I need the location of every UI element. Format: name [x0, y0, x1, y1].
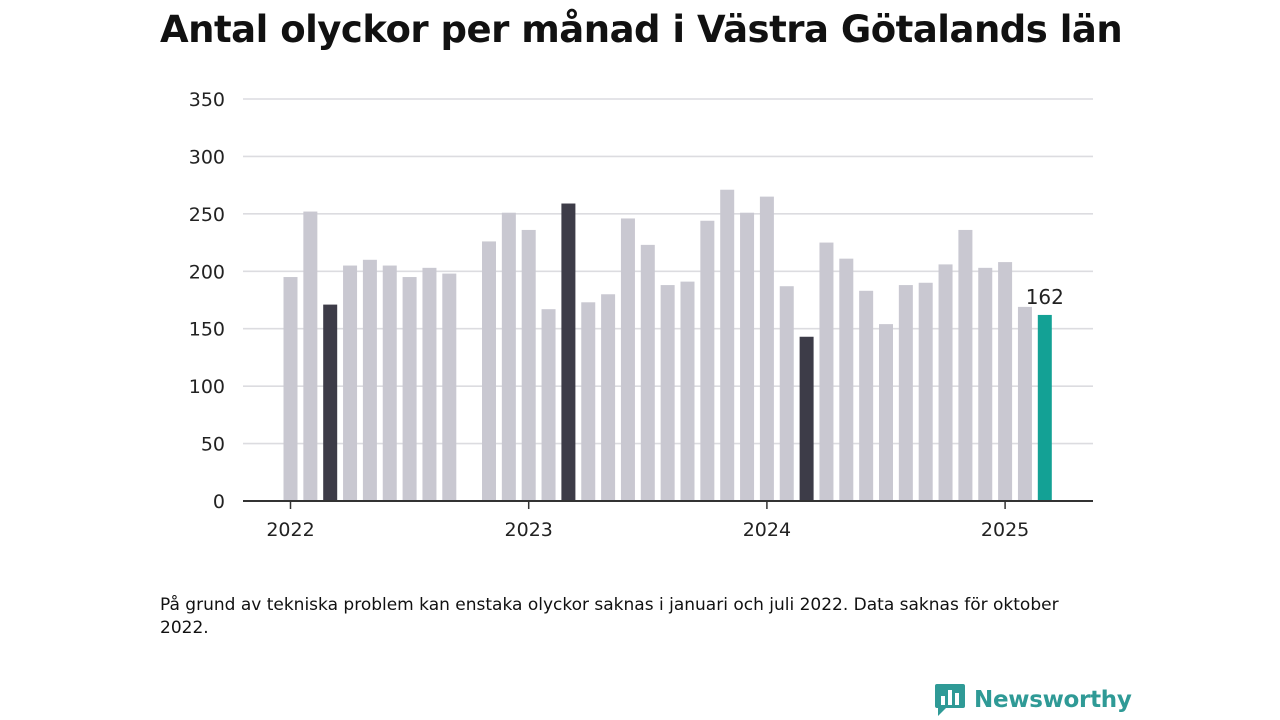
footnote: På grund av tekniska problem kan enstaka…: [160, 595, 1059, 638]
y-tick-label: 350: [189, 89, 225, 111]
bar-2022-05: [362, 259, 377, 501]
bar-2023-03: [561, 203, 576, 501]
bar-2022-02: [303, 211, 318, 501]
bar-2022-09: [442, 273, 457, 501]
bar-2023-04: [581, 302, 596, 501]
bar-2022-11: [482, 241, 496, 501]
chart-title: Antal olyckor per månad i Västra Götalan…: [160, 8, 1123, 51]
bar-series: [283, 189, 1052, 502]
bar-2025-01: [998, 262, 1013, 501]
bar-2024-03: [799, 336, 814, 501]
bar-2022-07: [402, 277, 417, 501]
bar-2024-10: [938, 264, 953, 501]
x-tick-label: 2024: [743, 519, 791, 541]
bar-2022-12: [501, 212, 516, 502]
bar-2023-11: [720, 189, 735, 502]
bar-2023-10: [700, 220, 715, 501]
bar-2023-02: [541, 309, 556, 501]
bar-2024-06: [859, 290, 874, 501]
x-axis: 2022 2023 2024 2025: [243, 500, 1093, 541]
y-tick-label: 0: [213, 491, 225, 513]
y-tick-label: 250: [189, 204, 225, 226]
y-tick-label: 100: [189, 376, 225, 398]
bar-2022-08: [422, 267, 437, 501]
x-tick-label: 2022: [266, 519, 314, 541]
bar-2023-06: [620, 218, 635, 502]
data-labels: 162: [1026, 285, 1064, 309]
bar-2025-03: [1037, 314, 1052, 501]
bar-2025-02: [1017, 306, 1032, 501]
bar-2024-04: [819, 242, 834, 502]
x-tick-label: 2025: [981, 519, 1029, 541]
bar-chart-speech-icon: [935, 684, 965, 716]
y-tick-label: 300: [189, 146, 225, 168]
bar-2024-02: [779, 286, 794, 501]
bar-2023-08: [660, 285, 675, 501]
y-tick-label: 200: [189, 261, 225, 283]
bar-2023-12: [740, 212, 755, 502]
bar-2024-09: [918, 282, 933, 501]
bar-2023-07: [640, 244, 655, 501]
bar-2023-05: [601, 294, 616, 501]
bar-2024-11: [958, 229, 973, 502]
y-axis-ticks: 0 50 100 150 200 250 300 350: [189, 89, 225, 513]
y-tick-label: 50: [201, 434, 225, 456]
bar-2024-01: [759, 196, 774, 501]
y-tick-label: 150: [189, 319, 225, 341]
bar-2023-09: [680, 281, 695, 501]
latest-value-label: 162: [1026, 285, 1064, 309]
brand-name: Newsworthy: [974, 687, 1132, 713]
bar-2022-06: [382, 265, 397, 501]
bar-2023-01: [521, 229, 536, 502]
bar-2024-07: [879, 324, 893, 501]
x-tick-label: 2023: [505, 519, 553, 541]
bar-2022-04: [343, 265, 358, 501]
bar-2022-01: [283, 277, 298, 501]
bar-2024-05: [839, 258, 854, 501]
bar-2022-03: [323, 304, 338, 501]
newsworthy-logo: Newsworthy: [934, 682, 1132, 718]
bar-2024-12: [978, 267, 993, 501]
bar-2024-08: [898, 285, 913, 501]
